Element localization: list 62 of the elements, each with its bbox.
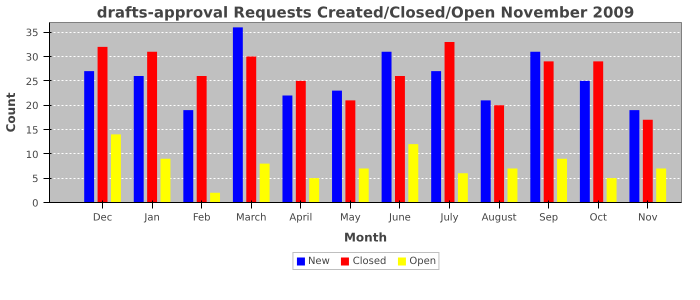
bar xyxy=(408,144,418,202)
bar xyxy=(84,71,94,202)
legend-label: Open xyxy=(409,255,436,267)
y-tick-label: 20 xyxy=(26,101,39,112)
bar xyxy=(309,178,320,202)
bar xyxy=(431,71,442,202)
bar xyxy=(629,110,640,202)
bar xyxy=(494,105,504,202)
bar xyxy=(210,192,220,202)
bar xyxy=(480,100,491,202)
bar xyxy=(444,42,454,202)
bar xyxy=(530,52,540,202)
y-tick-label: 35 xyxy=(26,28,39,40)
bar xyxy=(160,158,170,202)
bar xyxy=(260,164,270,202)
x-tick-label: Feb xyxy=(192,212,211,224)
x-tick-label: June xyxy=(388,212,411,224)
x-tick-label: Dec xyxy=(92,212,112,224)
bar xyxy=(642,120,653,202)
chart-title: drafts-approval Requests Created/Closed/Open November 2009 xyxy=(96,4,634,22)
bar xyxy=(458,173,468,202)
bar xyxy=(606,178,617,202)
x-tick-label: July xyxy=(440,212,459,224)
bar xyxy=(296,80,306,202)
bar xyxy=(332,90,342,202)
bar xyxy=(358,168,369,202)
x-tick-label: Oct xyxy=(590,212,607,224)
bar xyxy=(282,95,292,202)
bar xyxy=(345,100,356,202)
legend-label: New xyxy=(308,255,330,267)
bar xyxy=(232,27,243,202)
bar xyxy=(246,56,256,202)
x-tick-label: Nov xyxy=(638,212,658,224)
y-tick-label: 0 xyxy=(32,198,39,210)
x-tick-label: Sep xyxy=(539,212,558,224)
y-tick-label: 15 xyxy=(26,126,39,137)
bar xyxy=(557,158,567,202)
bar xyxy=(183,110,194,202)
y-tick-label: 10 xyxy=(26,150,39,161)
legend-label: Closed xyxy=(352,255,386,267)
bar xyxy=(98,46,108,202)
x-tick-label: May xyxy=(340,212,361,224)
bar xyxy=(580,80,590,202)
y-tick-label: 25 xyxy=(26,76,39,88)
bar xyxy=(134,76,144,202)
bar xyxy=(382,52,392,202)
y-tick-label: 30 xyxy=(26,52,39,64)
bar xyxy=(656,168,666,202)
bar xyxy=(508,168,518,202)
bar xyxy=(593,61,604,202)
bar xyxy=(110,134,121,202)
x-tick-label: August xyxy=(482,212,517,224)
x-tick-label: April xyxy=(289,212,312,224)
bar xyxy=(544,61,554,202)
bar xyxy=(147,52,158,202)
y-axis-title: Count xyxy=(4,92,18,132)
x-axis-title: Month xyxy=(344,230,388,244)
bar xyxy=(196,76,207,202)
y-tick-label: 5 xyxy=(32,174,39,186)
x-tick-label: Jan xyxy=(143,212,160,224)
x-tick-label: March xyxy=(236,212,266,224)
bar xyxy=(394,76,405,202)
